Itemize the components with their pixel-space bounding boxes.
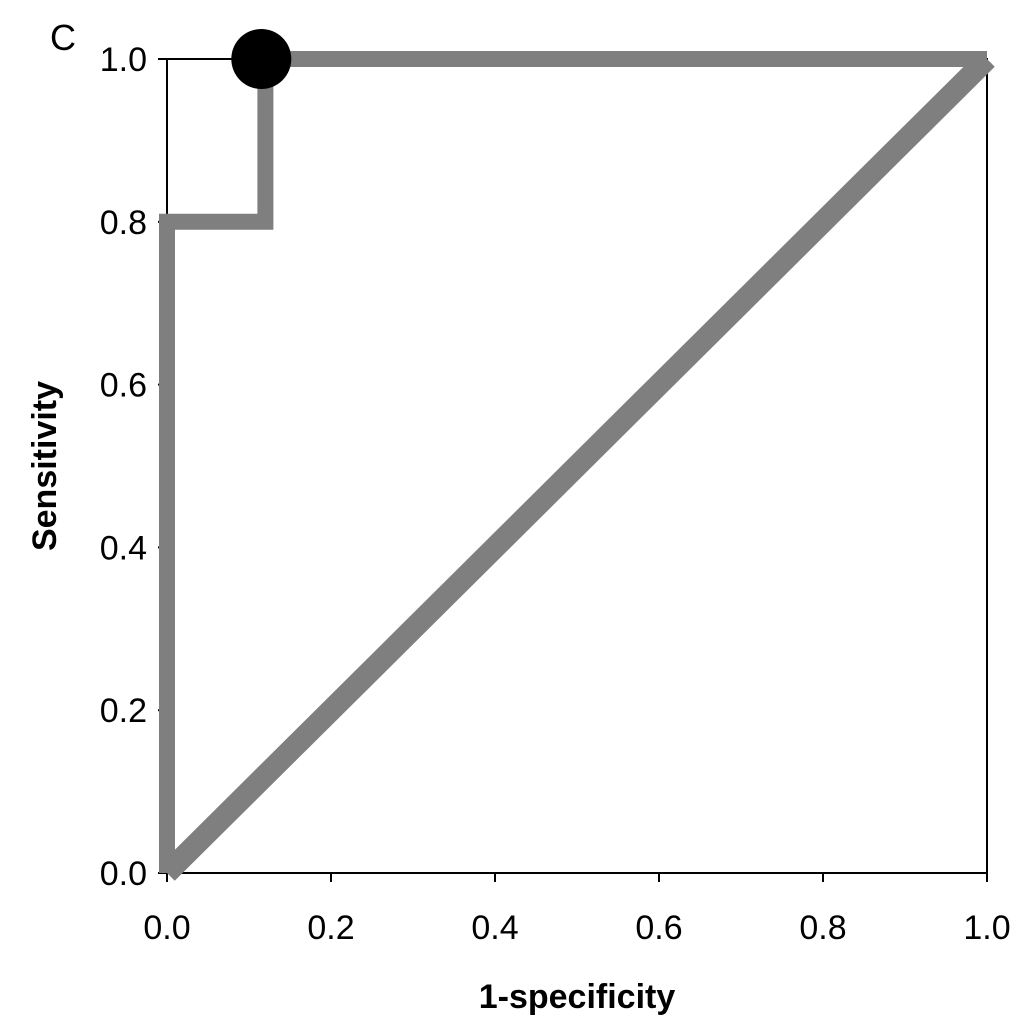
x-tick-label: 1.0 (963, 909, 1010, 947)
series-layer (159, 51, 995, 881)
reference-line (159, 51, 995, 881)
x-axis-title: 1-specificity (479, 978, 676, 1016)
y-tick-label: 0.8 (100, 204, 147, 242)
y-tick-label: 0.6 (100, 367, 147, 405)
x-tick-label: 0.4 (471, 909, 518, 947)
y-axis-ticks: 0.0 0.2 0.4 0.6 0.8 1.0 (100, 41, 167, 893)
x-axis-ticks: 0.0 0.2 0.4 0.6 0.8 1.0 (143, 873, 1011, 947)
optimal-cutoff-marker (231, 29, 292, 89)
x-tick-label: 0.8 (799, 909, 846, 947)
y-tick-label: 0.4 (100, 529, 147, 567)
x-tick-label: 0.2 (307, 909, 354, 947)
y-tick-label: 0.0 (100, 855, 147, 893)
x-tick-label: 0.0 (143, 909, 190, 947)
y-tick-label: 1.0 (100, 41, 147, 79)
x-tick-label: 0.6 (635, 909, 682, 947)
marker-layer (231, 29, 292, 89)
panel-label: C (50, 17, 76, 58)
y-axis-title: Sensitivity (26, 381, 64, 551)
y-tick-label: 0.2 (100, 692, 147, 730)
roc-curve-line (159, 51, 987, 873)
